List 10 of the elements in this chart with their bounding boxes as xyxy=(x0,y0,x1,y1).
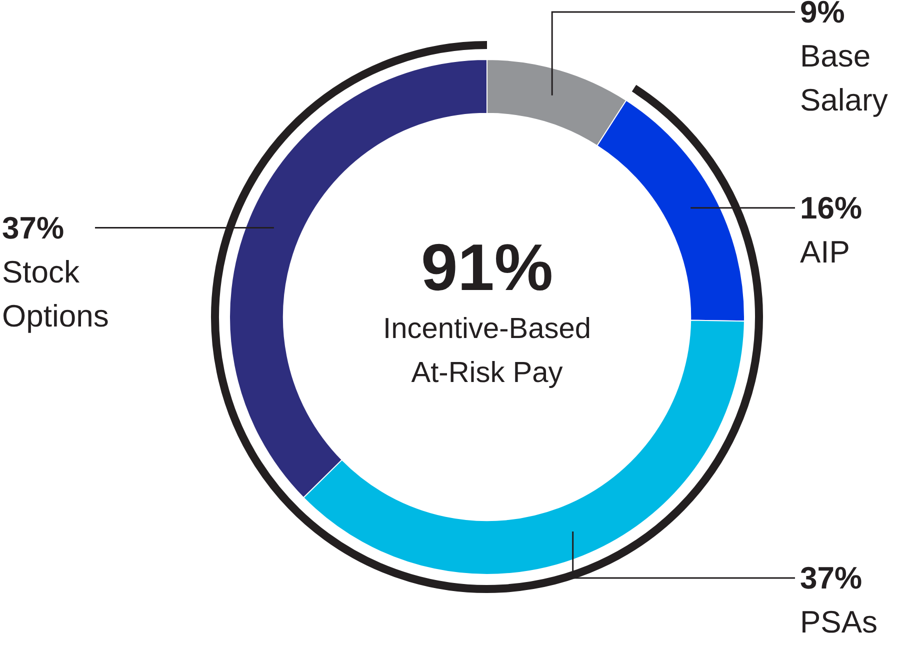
data-label: 16% xyxy=(800,190,862,226)
slice-label: PSAs xyxy=(800,604,878,640)
slice-label: Stock Options xyxy=(2,254,109,334)
slice-label: AIP xyxy=(800,234,850,270)
text: 91% xyxy=(420,230,554,304)
data-label: 37% xyxy=(800,560,862,596)
text: Incentive-Based At-Risk Pay xyxy=(383,313,591,389)
data-label: 9% xyxy=(800,0,845,30)
data-label: 37% xyxy=(2,210,64,246)
slice-label: Base Salary xyxy=(800,38,888,118)
